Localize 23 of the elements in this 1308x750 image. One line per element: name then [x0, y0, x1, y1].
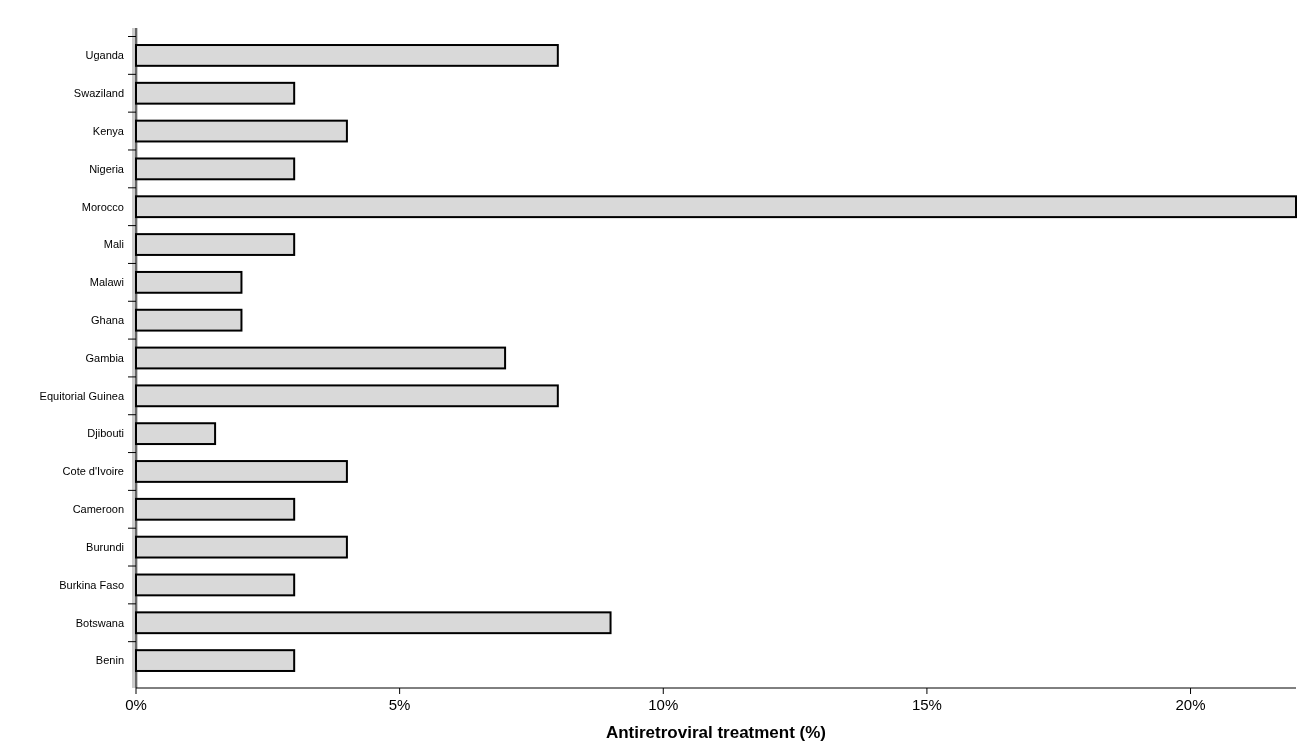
y-tick-label: Uganda	[85, 49, 125, 62]
y-tick-label: Malawi	[89, 276, 124, 289]
y-tick-label: Cameroon	[72, 503, 124, 516]
y-tick-label: Burkina Faso	[59, 578, 124, 591]
y-tick-label: Equitorial Guinea	[39, 389, 125, 402]
y-tick-label: Swaziland	[73, 87, 124, 100]
y-tick-label: Benin	[95, 654, 124, 667]
x-tick-label: 0%	[125, 696, 147, 713]
x-tick-label: 15%	[911, 696, 942, 713]
x-tick-label: 10%	[648, 696, 679, 713]
y-tick-label: Gambia	[85, 351, 125, 364]
y-tick-label: Cote d'Ivoire	[62, 465, 124, 478]
y-tick-label: Ghana	[90, 314, 125, 327]
y-tick-label: Morocco	[81, 200, 124, 213]
y-tick-label: Botswana	[75, 616, 125, 629]
y-tick-label: Mali	[103, 238, 124, 251]
y-tick-label: Nigeria	[89, 162, 125, 175]
x-axis-title: Antiretroviral treatment (%)	[605, 723, 827, 742]
y-tick-label: Burundi	[86, 540, 124, 553]
x-tick-label: 20%	[1175, 696, 1206, 713]
y-tick-label: Djibouti	[87, 427, 124, 440]
x-tick-label: 5%	[388, 696, 411, 713]
y-tick-label: Kenya	[92, 124, 125, 137]
